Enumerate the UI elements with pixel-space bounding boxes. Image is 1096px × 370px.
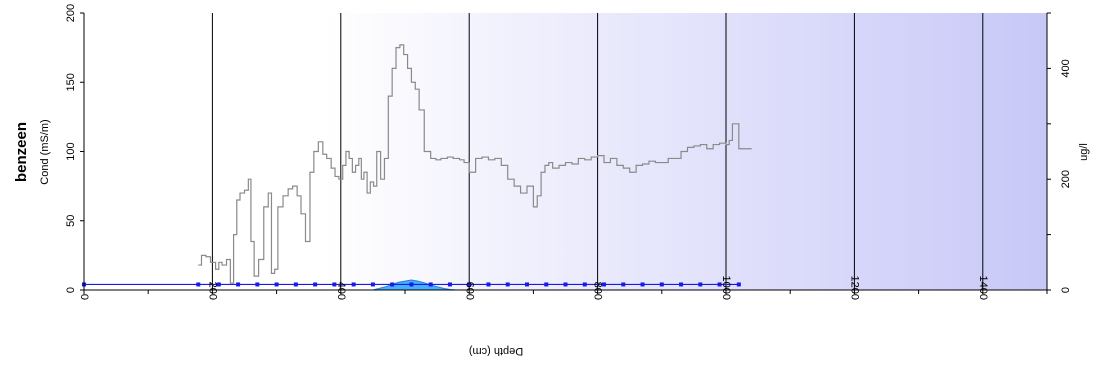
series-point [274, 282, 279, 287]
chart-title: benzeen [13, 122, 30, 182]
series-point [370, 282, 375, 287]
x-tick-label: 1000 [720, 276, 732, 300]
x-tick-label: 1400 [977, 276, 989, 300]
series-line-0 [198, 44, 752, 284]
x-tick-label: 200 [206, 282, 218, 300]
series-point [717, 282, 722, 287]
series-point [679, 282, 684, 287]
series-point [602, 282, 607, 287]
x-tick-label: 600 [463, 282, 475, 300]
series-point [255, 282, 260, 287]
x-tick-labels: 0 200 400 600 800 1000 1200 1400 [78, 276, 989, 300]
x-axis-label: Depth (cm) [469, 345, 523, 357]
series-point [216, 282, 221, 287]
series-point [236, 282, 241, 287]
x-tick-label: 0 [78, 294, 90, 300]
y-axis-label-left: Cond (mS/m) [39, 119, 51, 184]
series-point [544, 282, 549, 287]
x-tick-label: 1200 [848, 276, 860, 300]
y-right-tick-label: 200 [1060, 170, 1072, 188]
right-tick-labels: 0 200 400 [1060, 59, 1072, 293]
x-tick-label: 800 [592, 282, 604, 300]
series-point [698, 282, 703, 287]
series-point [467, 282, 472, 287]
series-point [332, 282, 337, 287]
y-left-tick-label: 200 [65, 4, 77, 22]
series-point [390, 282, 395, 287]
series-point [428, 282, 433, 287]
series-point [621, 282, 626, 287]
series-point [736, 282, 741, 287]
series-point [486, 282, 491, 287]
plot-background [84, 13, 1047, 290]
series-point [582, 282, 587, 287]
series-point [313, 282, 318, 287]
series-point [409, 282, 414, 287]
x-tick-label: 400 [335, 282, 347, 300]
series-point [293, 282, 298, 287]
series-point [563, 282, 568, 287]
series-point [196, 282, 201, 287]
series-point [447, 282, 452, 287]
y-right-tick-label: 0 [1060, 287, 1072, 293]
y-left-tick-label: 50 [65, 215, 77, 227]
vertical-gridlines [211, 13, 984, 290]
y-right-tick-label: 400 [1060, 59, 1072, 77]
y-axis-label-right: ug/l [1078, 143, 1090, 161]
y-left-tick-label: 0 [65, 287, 77, 293]
series-point [640, 282, 645, 287]
series-point [524, 282, 529, 287]
series-point [351, 282, 356, 287]
series-point [659, 282, 664, 287]
series-layer [82, 44, 752, 287]
series-point [505, 282, 510, 287]
y-left-tick-label: 150 [65, 73, 77, 91]
axes [80, 12, 1051, 294]
y-left-tick-label: 100 [65, 142, 77, 160]
left-tick-labels: 0 50 100 150 200 [65, 4, 77, 293]
